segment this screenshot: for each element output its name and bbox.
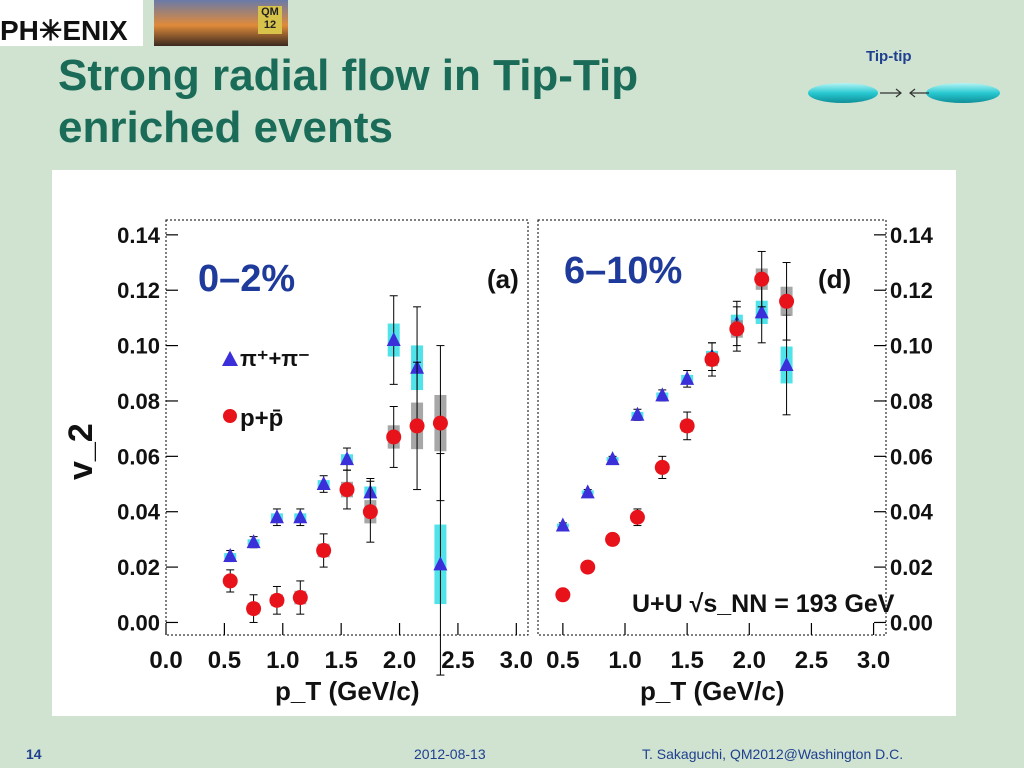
pion-point-0-7: [386, 332, 401, 347]
y-tick-label-0-4: 0.08: [117, 389, 160, 414]
slide-date: 2012-08-13: [414, 746, 486, 762]
washington-monument-photo: QM 12: [154, 0, 288, 46]
panel-d-plot: 0.00 0.02 0.04 0.06 0.08 0.10 0.12 0.14 0.5 1.0 1.…: [537, 219, 934, 674]
x-tick-label-0-2: 1.0: [266, 647, 299, 674]
proton-point-1-7: [729, 321, 745, 337]
plot-frame-0: [165, 219, 529, 636]
x-tick-label-0-1: 0.5: [208, 647, 241, 674]
proton-point-0-8: [409, 418, 425, 434]
x-tick-label-1-0: 0.5: [546, 647, 579, 674]
y-tick-label-0-6: 0.12: [117, 278, 160, 303]
slide-credit: T. Sakaguchi, QM2012@Washington D.C.: [642, 746, 904, 762]
slide-title-line1: Strong radial flow in Tip-Tip: [58, 51, 639, 100]
panel-a-tag: (a): [487, 264, 519, 294]
pion-point-0-3: [293, 509, 308, 524]
proton-point-1-6: [704, 351, 720, 367]
panel-a-plot: 0.00 0.02 0.04 0.06 0.08 0.10 0.12 0.14 0.0 0.5 1.…: [117, 219, 533, 676]
panel-d-tag: (d): [818, 264, 851, 294]
y-tick-label-right-1-3: 0.06: [890, 444, 933, 469]
pion-point-1-5: [680, 370, 695, 385]
plot-frame-1: [537, 219, 887, 636]
pion-point-0-5: [340, 451, 354, 466]
x-axis-label-a: p_T (GeV/c): [275, 676, 419, 706]
y-tick-label-0-0: 0.00: [117, 610, 160, 635]
proton-point-1-9: [779, 293, 795, 309]
pion-point-1-4: [655, 387, 670, 402]
panel-d-centrality: 6–10%: [564, 250, 682, 292]
x-tick-label-1-4: 2.5: [795, 647, 828, 674]
y-tick-label-right-1-1: 0.02: [890, 555, 933, 580]
y-tick-label-right-1-5: 0.10: [890, 334, 933, 359]
proton-point-0-7: [386, 429, 402, 445]
legend-pion-label: π⁺+π⁻: [240, 346, 310, 371]
legend-proton-marker: [223, 409, 237, 423]
proton-point-1-0: [555, 587, 571, 603]
y-axis-label: v_2: [62, 423, 100, 480]
pion-point-0-0: [223, 548, 238, 563]
pion-point-1-8: [754, 304, 769, 319]
proton-point-1-8: [754, 271, 770, 287]
proton-point-1-2: [605, 531, 621, 547]
nucleus-right-icon: [926, 83, 1000, 103]
tiptip-collision-icon: [808, 83, 1000, 103]
chart-background: [52, 170, 956, 716]
x-tick-label-1-2: 1.5: [670, 647, 703, 674]
nucleus-left-icon: [808, 83, 878, 103]
proton-point-0-6: [362, 504, 378, 520]
pion-point-1-1: [580, 484, 595, 499]
y-tick-label-right-1-0: 0.00: [890, 610, 933, 635]
qm12-badge: QM 12: [258, 6, 282, 34]
x-tick-label-0-5: 2.5: [441, 647, 474, 674]
proton-point-0-9: [432, 415, 448, 431]
y-tick-label-right-1-6: 0.12: [890, 278, 933, 303]
x-tick-label-0-0: 0.0: [149, 647, 182, 674]
pion-point-1-0: [555, 517, 570, 532]
phenix-logo: PH✳ENIX: [0, 0, 143, 46]
proton-point-0-2: [269, 592, 285, 608]
x-axis-label-d: p_T (GeV/c): [640, 676, 784, 706]
pion-point-0-2: [269, 509, 284, 524]
x-tick-label-1-5: 3.0: [857, 647, 890, 674]
slide-title: Strong radial flow in Tip-Tip enriched e…: [58, 50, 778, 154]
pion-point-0-9: [433, 556, 448, 571]
x-tick-label-1-3: 2.0: [733, 647, 766, 674]
x-tick-label-0-6: 3.0: [500, 647, 533, 674]
y-tick-label-0-1: 0.02: [117, 555, 160, 580]
pion-point-1-3: [630, 406, 645, 421]
y-tick-label-0-3: 0.06: [117, 444, 160, 469]
pion-point-1-9: [779, 356, 794, 371]
system-label: U+U √s_NN = 193 GeV: [632, 590, 895, 618]
y-tick-label-0-7: 0.14: [117, 223, 161, 248]
y-tick-label-right-1-2: 0.04: [890, 500, 934, 525]
legend-pion-marker: [222, 351, 238, 366]
x-tick-label-0-4: 2.0: [383, 647, 416, 674]
legend-proton-label: p+p̄: [240, 405, 283, 432]
proton-point-0-3: [292, 590, 308, 606]
proton-point-1-4: [654, 459, 670, 475]
tiptip-label: Tip-tip: [866, 48, 912, 65]
y-tick-label-right-1-7: 0.14: [890, 223, 934, 248]
proton-point-0-1: [246, 601, 262, 617]
phenix-logo-text: PH✳ENIX: [0, 15, 128, 46]
proton-point-1-1: [580, 559, 596, 575]
y-tick-label-0-5: 0.10: [117, 334, 160, 359]
pion-point-0-4: [316, 476, 331, 491]
pion-point-0-1: [246, 534, 261, 549]
x-tick-label-1-1: 1.0: [608, 647, 641, 674]
proton-point-0-0: [222, 573, 238, 589]
x-tick-label-0-3: 1.5: [324, 647, 357, 674]
pion-point-1-2: [605, 451, 620, 466]
y-tick-label-0-2: 0.04: [117, 500, 161, 525]
y-tick-label-right-1-4: 0.08: [890, 389, 933, 414]
proton-point-1-5: [679, 418, 695, 434]
panel-a-centrality: 0–2%: [198, 258, 295, 300]
proton-point-0-4: [316, 542, 332, 558]
proton-point-0-5: [339, 482, 355, 498]
slide-title-line2: enriched events: [58, 103, 394, 152]
proton-point-1-3: [629, 509, 645, 525]
slide-number: 14: [26, 746, 42, 762]
